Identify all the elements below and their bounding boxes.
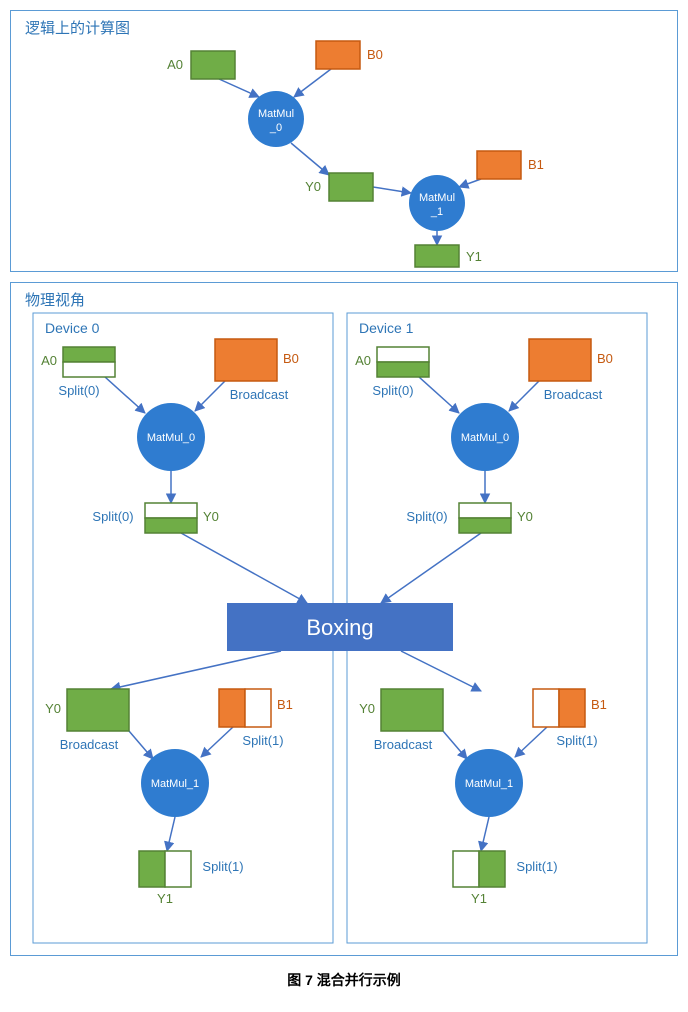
svg-text:MatMul: MatMul xyxy=(419,192,455,204)
svg-text:Y0: Y0 xyxy=(305,179,321,194)
svg-text:Y1: Y1 xyxy=(471,891,487,906)
svg-text:Y1: Y1 xyxy=(466,249,482,264)
svg-text:Broadcast: Broadcast xyxy=(230,387,289,402)
svg-text:Device 0: Device 0 xyxy=(45,320,100,336)
physical-panel: 物理视角 Device 0Device 1BoxingA0Split(0)B0B… xyxy=(10,282,678,956)
svg-text:B0: B0 xyxy=(283,351,299,366)
svg-text:Split(0): Split(0) xyxy=(92,509,133,524)
svg-text:B1: B1 xyxy=(528,157,544,172)
svg-text:A0: A0 xyxy=(355,353,371,368)
svg-text:MatMul_1: MatMul_1 xyxy=(151,778,199,790)
svg-text:Y0: Y0 xyxy=(203,509,219,524)
svg-text:Y0: Y0 xyxy=(517,509,533,524)
svg-text:Split(0): Split(0) xyxy=(58,383,99,398)
svg-text:Split(1): Split(1) xyxy=(556,733,597,748)
svg-text:Broadcast: Broadcast xyxy=(60,737,119,752)
svg-text:Split(1): Split(1) xyxy=(516,859,557,874)
svg-text:B1: B1 xyxy=(277,697,293,712)
logical-title: 逻辑上的计算图 xyxy=(25,17,130,38)
svg-text:_1: _1 xyxy=(430,206,443,218)
svg-text:Device 1: Device 1 xyxy=(359,320,414,336)
svg-text:B0: B0 xyxy=(597,351,613,366)
svg-text:Boxing: Boxing xyxy=(306,615,373,640)
svg-text:Broadcast: Broadcast xyxy=(544,387,603,402)
svg-text:A0: A0 xyxy=(41,353,57,368)
logical-diagram: A0 B0 MatMul _0 Y0 B1 MatMul _1 Y1 xyxy=(11,11,671,271)
svg-text:_0: _0 xyxy=(269,122,282,134)
svg-text:MatMul_0: MatMul_0 xyxy=(461,432,509,444)
svg-text:Y0: Y0 xyxy=(359,701,375,716)
svg-text:Split(0): Split(0) xyxy=(406,509,447,524)
svg-text:Split(1): Split(1) xyxy=(242,733,283,748)
physical-diagram: Device 0Device 1BoxingA0Split(0)B0Broadc… xyxy=(11,283,671,955)
svg-text:MatMul: MatMul xyxy=(258,108,294,120)
figure-caption: 图 7 混合并行示例 xyxy=(10,970,678,990)
svg-text:B1: B1 xyxy=(591,697,607,712)
physical-title: 物理视角 xyxy=(25,289,85,310)
svg-text:MatMul_1: MatMul_1 xyxy=(465,778,513,790)
svg-text:MatMul_0: MatMul_0 xyxy=(147,432,195,444)
svg-text:Y1: Y1 xyxy=(157,891,173,906)
svg-text:Broadcast: Broadcast xyxy=(374,737,433,752)
svg-text:Split(1): Split(1) xyxy=(202,859,243,874)
svg-text:Y0: Y0 xyxy=(45,701,61,716)
svg-text:B0: B0 xyxy=(367,47,383,62)
svg-text:Split(0): Split(0) xyxy=(372,383,413,398)
svg-text:A0: A0 xyxy=(167,57,183,72)
logical-panel: 逻辑上的计算图 A0 B0 MatMul _0 Y0 B1 MatMul _1 Y1 xyxy=(10,10,678,272)
